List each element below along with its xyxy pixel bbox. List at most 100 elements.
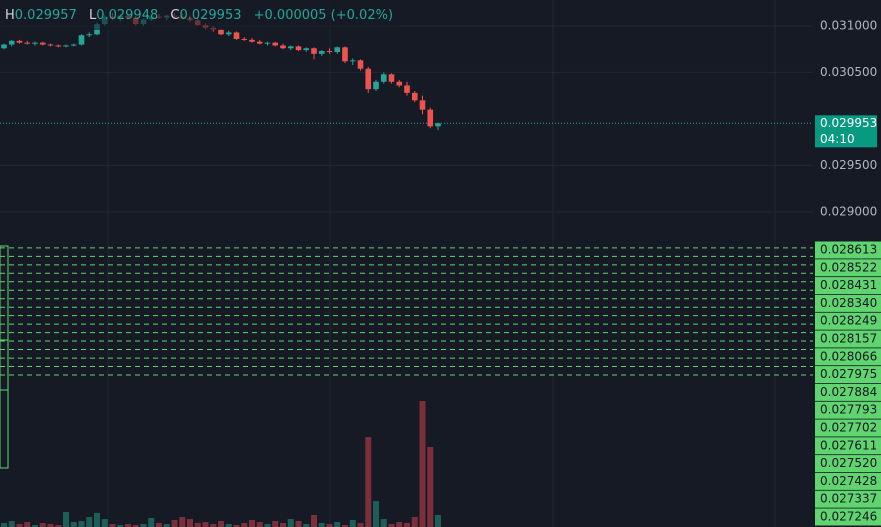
level-label: 0.027337 (820, 492, 877, 506)
candle-body (380, 74, 387, 82)
side-box (0, 245, 9, 469)
candle-body (24, 42, 31, 44)
volume-bar (218, 521, 224, 527)
candle-body (70, 44, 77, 46)
h-label: H (5, 8, 15, 23)
candle-body (373, 81, 379, 90)
level-tag (815, 277, 881, 295)
last-price-label: 0.029953 (820, 116, 877, 130)
candle-body (318, 51, 325, 54)
volume-bar (8, 521, 15, 527)
candle-body (272, 42, 279, 46)
candle-body (427, 109, 434, 127)
volume-bar (318, 523, 325, 527)
volume-bar (264, 524, 271, 527)
volume-bar (249, 520, 255, 527)
volume-bar (32, 525, 38, 527)
volume-bar (117, 525, 124, 527)
volume-bar (241, 523, 248, 527)
volume-bar (295, 521, 302, 527)
level-label: 0.027702 (820, 421, 877, 435)
candle-body (225, 32, 232, 35)
level-tag (815, 294, 881, 312)
volume-bar (256, 522, 263, 527)
level-tag (815, 419, 881, 437)
ohlc-header: H0.029957 L0.029948 C0.029953 +0.000005 … (5, 8, 393, 23)
volume-bar (202, 522, 209, 527)
level-tag (815, 330, 881, 348)
volume-bar (380, 519, 387, 527)
change: +0.000005 (+0.02%) (254, 8, 393, 23)
candle-body (256, 41, 263, 44)
y-tick-label: 0.029000 (820, 204, 877, 218)
volume-bar (94, 513, 100, 527)
volume-bar (39, 523, 46, 527)
volume-bar (373, 501, 379, 527)
volume-bar (210, 524, 217, 527)
volume-bar (233, 525, 240, 527)
volume-bar (179, 517, 186, 527)
candle-body (334, 47, 341, 52)
volume-bar (419, 401, 426, 527)
volume-bar (225, 524, 232, 527)
candles (1, 12, 441, 131)
volume-bar (63, 512, 69, 527)
volume-bar (16, 524, 23, 527)
volume-bar (125, 524, 131, 527)
grid (0, 25, 813, 376)
level-tag (815, 383, 881, 401)
level-tag (815, 455, 881, 473)
volume-bar (86, 517, 93, 527)
candle-body (249, 39, 255, 42)
candle-body (326, 51, 333, 53)
y-tick-label: 0.029500 (820, 158, 877, 172)
volume-bar (148, 518, 155, 527)
h-value: 0.029957 (15, 8, 77, 23)
candle-body (419, 100, 426, 110)
candle-body (1, 44, 7, 49)
volume-bar (427, 447, 434, 527)
volume-bar (194, 523, 201, 527)
candle-body (32, 42, 38, 44)
l-value: 0.029948 (96, 8, 158, 23)
level-tag (815, 366, 881, 384)
volume-bar (435, 515, 441, 527)
volume-bar (388, 524, 395, 527)
y-tick-label: 0.030500 (820, 65, 877, 79)
level-label: 0.027428 (820, 474, 877, 488)
candle-body (86, 34, 93, 36)
volume-bar (349, 520, 356, 527)
volume-bar (70, 522, 77, 527)
candle-body (435, 123, 441, 127)
candle-body (280, 45, 286, 49)
level-label: 0.028522 (820, 260, 877, 274)
y-tick-label: 0.031000 (820, 18, 877, 32)
level-label: 0.027246 (820, 510, 877, 524)
last-price-tag (815, 115, 877, 148)
candle-body (357, 60, 364, 69)
level-tag (815, 490, 881, 508)
candle-body (264, 42, 271, 44)
candle-body (55, 45, 62, 47)
volume-bar (404, 523, 410, 527)
level-label: 0.027520 (820, 456, 877, 470)
l-label: L (89, 8, 97, 23)
volume-bar (163, 524, 170, 527)
level-tag (815, 241, 881, 259)
level-label: 0.027884 (820, 385, 877, 399)
volume-bar (357, 523, 364, 527)
volume-bar (140, 524, 147, 527)
volume-bar (287, 519, 294, 527)
volume-bar (280, 523, 286, 527)
volume-bar (272, 521, 279, 527)
volume-bar (55, 525, 62, 527)
level-label: 0.028431 (820, 278, 877, 292)
level-tag (815, 312, 881, 330)
volume-bar (24, 522, 31, 527)
price-axis: 0.031000 0.030500 0.029500 0.029000 0.028613… (813, 0, 881, 527)
volume-bar (156, 523, 162, 527)
volume-bar (109, 524, 116, 527)
candle-body (349, 60, 356, 62)
volume-bar (1, 523, 7, 527)
